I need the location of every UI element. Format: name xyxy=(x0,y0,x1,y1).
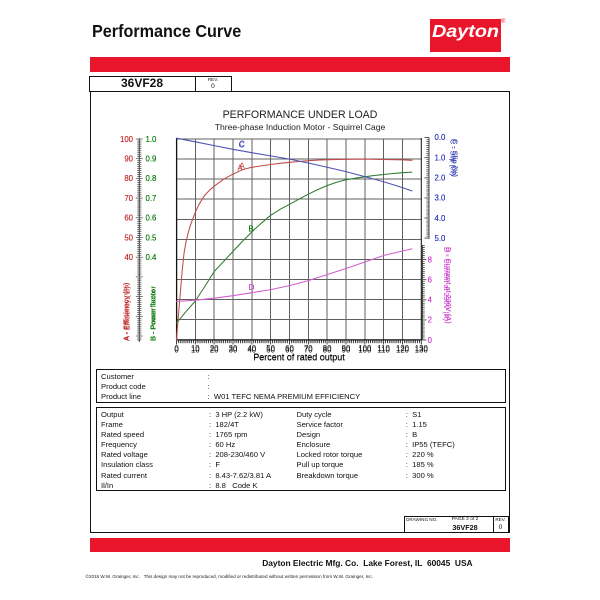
svg-text:0.7: 0.7 xyxy=(146,194,157,203)
svg-text:110: 110 xyxy=(377,345,390,354)
svg-text:90: 90 xyxy=(342,344,351,353)
svg-text:C: C xyxy=(239,140,245,149)
svg-text:60: 60 xyxy=(124,214,133,223)
svg-text:10: 10 xyxy=(191,345,200,354)
svg-text:30: 30 xyxy=(229,344,238,353)
svg-text:70: 70 xyxy=(304,345,313,354)
svg-text:8: 8 xyxy=(428,255,432,264)
svg-text:100: 100 xyxy=(120,135,134,144)
svg-text:70: 70 xyxy=(124,194,133,203)
svg-text:0.8: 0.8 xyxy=(146,174,157,183)
svg-text:40: 40 xyxy=(124,253,133,262)
svg-text:1.0: 1.0 xyxy=(435,153,447,162)
svg-text:90: 90 xyxy=(124,155,133,164)
svg-text:0: 0 xyxy=(428,336,433,345)
svg-text:80: 80 xyxy=(323,344,332,353)
svg-text:40: 40 xyxy=(124,253,133,262)
svg-text:80: 80 xyxy=(323,345,332,354)
svg-text:Percent of rated output: Percent of rated output xyxy=(253,352,345,362)
svg-text:0.8: 0.8 xyxy=(146,174,157,183)
svg-text:100: 100 xyxy=(358,345,372,354)
svg-text:80: 80 xyxy=(124,174,133,183)
svg-text:0.6: 0.6 xyxy=(146,214,157,223)
svg-text:6: 6 xyxy=(428,276,432,285)
svg-text:0.0: 0.0 xyxy=(435,133,447,142)
svg-text:4.0: 4.0 xyxy=(435,214,447,223)
svg-text:3.0: 3.0 xyxy=(435,194,447,203)
svg-text:A: A xyxy=(237,164,243,173)
svg-text:30: 30 xyxy=(229,345,238,354)
svg-text:D - Current at 230V (A): D - Current at 230V (A) xyxy=(444,247,453,324)
svg-text:0.9: 0.9 xyxy=(146,155,157,164)
svg-text:A - Efficiency (%): A - Efficiency (%) xyxy=(123,286,132,341)
svg-text:20: 20 xyxy=(210,344,219,353)
svg-text:2: 2 xyxy=(428,316,432,325)
svg-text:60: 60 xyxy=(285,345,294,354)
svg-text:2: 2 xyxy=(428,316,432,325)
svg-text:0: 0 xyxy=(174,345,179,354)
svg-text:0.7: 0.7 xyxy=(146,194,157,203)
svg-text:4: 4 xyxy=(428,296,433,305)
svg-text:50: 50 xyxy=(266,345,275,354)
svg-text:20: 20 xyxy=(210,345,219,354)
svg-text:3.0: 3.0 xyxy=(435,194,447,203)
svg-text:40: 40 xyxy=(247,345,256,354)
svg-text:C: C xyxy=(239,141,245,150)
svg-text:0.9: 0.9 xyxy=(146,155,157,164)
svg-text:10: 10 xyxy=(191,344,200,353)
svg-text:4: 4 xyxy=(428,296,433,305)
svg-text:A: A xyxy=(239,162,245,171)
svg-text:130: 130 xyxy=(415,345,429,354)
svg-text:120: 120 xyxy=(396,344,410,353)
svg-text:0.4: 0.4 xyxy=(146,253,158,262)
svg-text:50: 50 xyxy=(124,233,133,242)
svg-text:70: 70 xyxy=(124,194,133,203)
svg-text:1.0: 1.0 xyxy=(146,135,158,144)
svg-text:0: 0 xyxy=(428,336,433,345)
svg-text:0: 0 xyxy=(174,344,179,353)
svg-text:70: 70 xyxy=(304,344,313,353)
svg-text:60: 60 xyxy=(285,344,294,353)
svg-text:1.0: 1.0 xyxy=(146,135,158,144)
svg-text:100: 100 xyxy=(358,344,372,353)
svg-text:C - Slip (%): C - Slip (%) xyxy=(450,139,459,178)
svg-text:6: 6 xyxy=(428,276,432,285)
svg-text:D - Current at 230V (A): D - Current at 230V (A) xyxy=(442,247,451,321)
svg-text:50: 50 xyxy=(124,233,133,242)
svg-text:B - Power factor: B - Power factor xyxy=(149,286,158,341)
svg-text:8: 8 xyxy=(428,255,432,264)
svg-text:130: 130 xyxy=(415,344,429,353)
svg-text:1.0: 1.0 xyxy=(435,153,447,162)
svg-text:D: D xyxy=(249,283,255,292)
svg-text:0.0: 0.0 xyxy=(435,133,447,142)
svg-text:90: 90 xyxy=(342,345,351,354)
svg-text:0.5: 0.5 xyxy=(146,233,158,242)
svg-text:4.0: 4.0 xyxy=(435,214,447,223)
svg-text:0.6: 0.6 xyxy=(146,214,157,223)
svg-text:90: 90 xyxy=(124,155,133,164)
svg-text:40: 40 xyxy=(247,344,256,353)
svg-text:120: 120 xyxy=(396,345,410,354)
svg-text:A - Efficiency (%): A - Efficiency (%) xyxy=(122,282,131,341)
svg-text:80: 80 xyxy=(124,174,133,183)
svg-text:B: B xyxy=(248,225,253,234)
svg-text:D: D xyxy=(249,283,255,292)
svg-text:5.0: 5.0 xyxy=(435,234,447,243)
svg-text:C - Slip (%): C - Slip (%) xyxy=(449,139,458,176)
svg-text:B - Power factor: B - Power factor xyxy=(149,289,158,341)
svg-text:50: 50 xyxy=(266,344,275,353)
svg-text:0.4: 0.4 xyxy=(146,253,158,262)
svg-text:B: B xyxy=(248,225,253,234)
svg-text:2.0: 2.0 xyxy=(435,174,447,183)
svg-text:Percent of rated output: Percent of rated output xyxy=(253,352,345,362)
svg-text:0.5: 0.5 xyxy=(146,233,158,242)
svg-text:110: 110 xyxy=(377,344,390,353)
svg-text:2.0: 2.0 xyxy=(435,174,447,183)
svg-text:60: 60 xyxy=(124,214,133,223)
svg-text:5.0: 5.0 xyxy=(435,234,447,243)
svg-text:100: 100 xyxy=(120,135,134,144)
